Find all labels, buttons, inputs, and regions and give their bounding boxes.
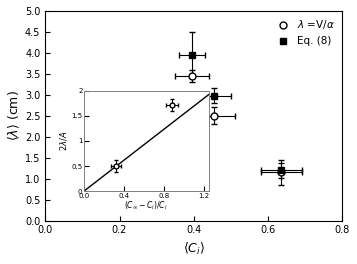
Legend: $\lambda$ =V/$\alpha$, Eq. (8): $\lambda$ =V/$\alpha$, Eq. (8) xyxy=(270,16,337,49)
X-axis label: $\langle C_i \rangle$: $\langle C_i \rangle$ xyxy=(183,241,205,257)
Y-axis label: $\langle \lambda \rangle$ (cm): $\langle \lambda \rangle$ (cm) xyxy=(7,90,22,141)
